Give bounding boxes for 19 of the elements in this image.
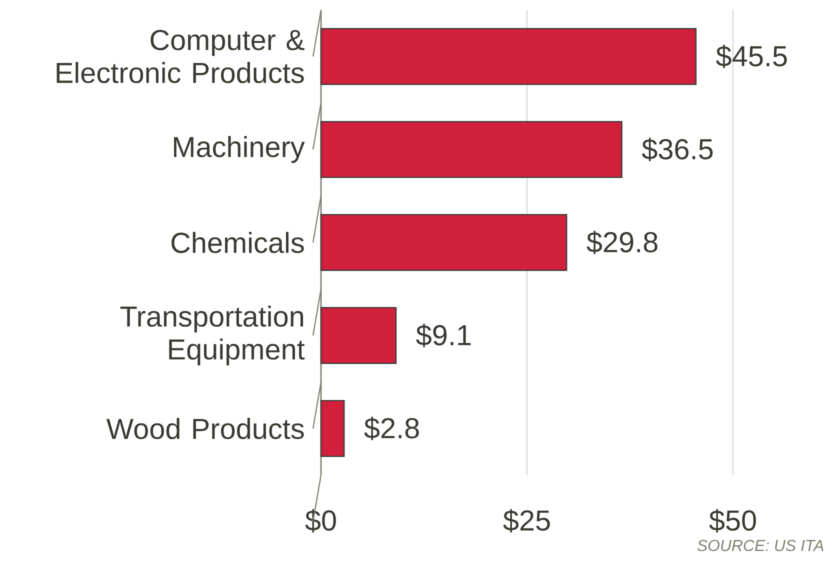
y-tick-label: Transportation Equipment — [120, 306, 305, 366]
bar — [320, 214, 568, 272]
x-tick-label: $0 — [305, 509, 336, 532]
data-label: $29.8 — [586, 230, 658, 254]
data-label: $36.5 — [642, 138, 713, 162]
y-tick-label: Computer & Electronic Products — [56, 30, 304, 84]
x-tick-label: $50 — [709, 509, 756, 532]
bar — [320, 306, 397, 364]
x-tick-label: $25 — [503, 509, 550, 532]
source-note: SOURCE: US ITA — [697, 540, 824, 552]
data-label: $9.1 — [416, 324, 471, 348]
data-label: $45.5 — [716, 44, 787, 68]
bar — [320, 28, 697, 86]
bar — [320, 400, 345, 458]
data-label: $2.8 — [364, 416, 419, 440]
y-tick-label: Machinery — [174, 136, 305, 163]
y-tick-label: Wood Products — [106, 418, 304, 440]
bar — [320, 120, 622, 178]
y-tick-label: Chemicals — [172, 232, 304, 254]
